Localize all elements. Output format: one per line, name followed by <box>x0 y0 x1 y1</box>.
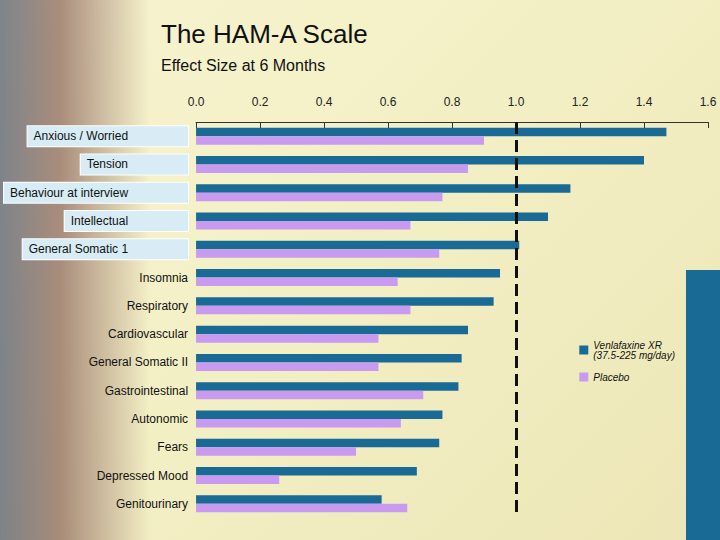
svg-text:Cardiovascular: Cardiovascular <box>108 327 188 341</box>
svg-text:1.0: 1.0 <box>508 95 525 109</box>
svg-text:0.0: 0.0 <box>188 95 205 109</box>
svg-text:Placebo: Placebo <box>593 372 630 383</box>
svg-text:Behaviour at interview: Behaviour at interview <box>10 186 128 200</box>
svg-text:Autonomic: Autonomic <box>131 412 188 426</box>
svg-text:Intellectual: Intellectual <box>71 214 128 228</box>
svg-text:Tension: Tension <box>87 157 128 171</box>
svg-text:1.4: 1.4 <box>636 95 653 109</box>
svg-text:(37.5-225 mg/day): (37.5-225 mg/day) <box>593 350 675 361</box>
svg-text:1.6: 1.6 <box>700 95 717 109</box>
svg-text:0.6: 0.6 <box>380 95 397 109</box>
svg-text:Depressed Mood: Depressed Mood <box>97 469 188 483</box>
svg-text:General Somatic 1: General Somatic 1 <box>29 242 129 256</box>
svg-text:Anxious / Worried: Anxious / Worried <box>34 129 128 143</box>
svg-text:Venlafaxine XR: Venlafaxine XR <box>593 339 665 351</box>
svg-text:Insomnia: Insomnia <box>139 271 188 285</box>
svg-text:0.4: 0.4 <box>316 95 333 109</box>
svg-text:Respiratory: Respiratory <box>127 299 188 313</box>
svg-text:Genitourinary: Genitourinary <box>116 497 188 511</box>
svg-text:Effect Size at 6 Months: Effect Size at 6 Months <box>161 57 325 74</box>
svg-text:Fears: Fears <box>157 440 188 454</box>
svg-text:General Somatic II: General Somatic II <box>89 355 188 369</box>
svg-text:Gastrointestinal: Gastrointestinal <box>105 384 188 398</box>
svg-text:1.2: 1.2 <box>572 95 589 109</box>
svg-text:The HAM-A Scale: The HAM-A Scale <box>161 19 368 49</box>
svg-text:0.8: 0.8 <box>444 95 461 109</box>
svg-text:0.2: 0.2 <box>252 95 269 109</box>
